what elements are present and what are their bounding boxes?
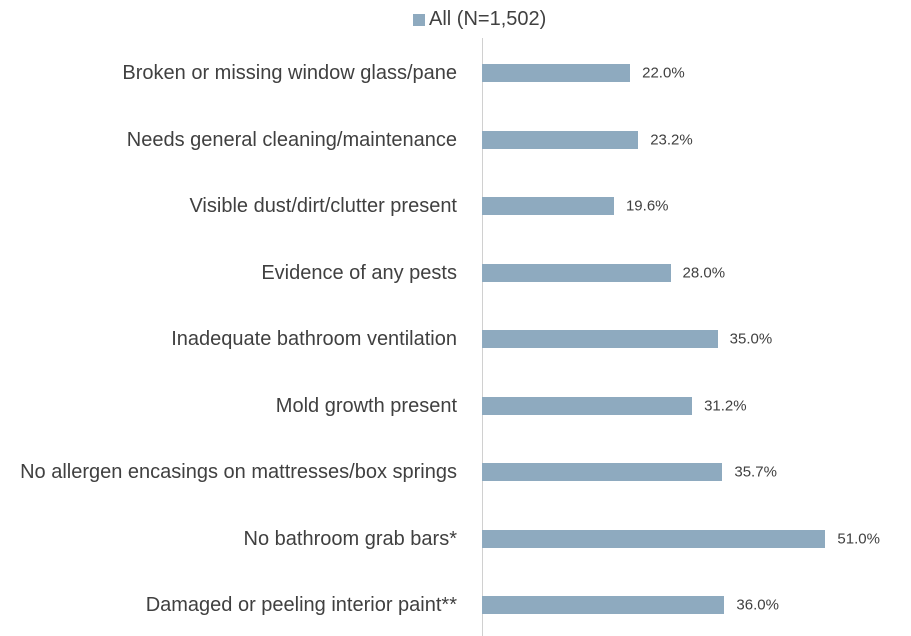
- bar: [482, 130, 639, 149]
- category-label: No bathroom grab bars*: [243, 527, 457, 550]
- category-label: Mold growth present: [275, 394, 457, 417]
- category-label: Broken or missing window glass/pane: [122, 62, 457, 84]
- data-label: 35.7%: [734, 463, 777, 481]
- category-label: Visible dust/dirt/clutter present: [189, 195, 457, 217]
- bar: [482, 396, 693, 415]
- category-label: Damaged or peeling interior paint**: [145, 594, 457, 616]
- bar: [482, 330, 718, 348]
- bar: [482, 197, 614, 215]
- category-label: Evidence of any pests: [261, 261, 457, 284]
- data-label: 51.0%: [837, 530, 880, 547]
- bar: [482, 596, 725, 614]
- legend-label: All (N=1,502): [429, 8, 547, 30]
- category-label: Needs general cleaning/maintenance: [126, 128, 457, 151]
- data-label: 35.0%: [729, 330, 773, 348]
- data-label: 28.0%: [682, 264, 726, 281]
- category-label: No allergen encasings on mattresses/box …: [20, 461, 457, 483]
- bar: [482, 64, 631, 82]
- legend: All (N=1,502): [413, 8, 546, 31]
- data-label: 23.2%: [650, 131, 693, 148]
- bar: [482, 463, 723, 481]
- data-label: 36.0%: [736, 596, 779, 614]
- bar: [482, 529, 826, 548]
- category-label: Inadequate bathroom ventilation: [171, 328, 457, 350]
- bar: [482, 263, 671, 282]
- data-label: 22.0%: [642, 64, 685, 82]
- legend-swatch: [413, 13, 425, 26]
- data-label: 19.6%: [625, 197, 669, 215]
- data-label: 31.2%: [704, 397, 747, 414]
